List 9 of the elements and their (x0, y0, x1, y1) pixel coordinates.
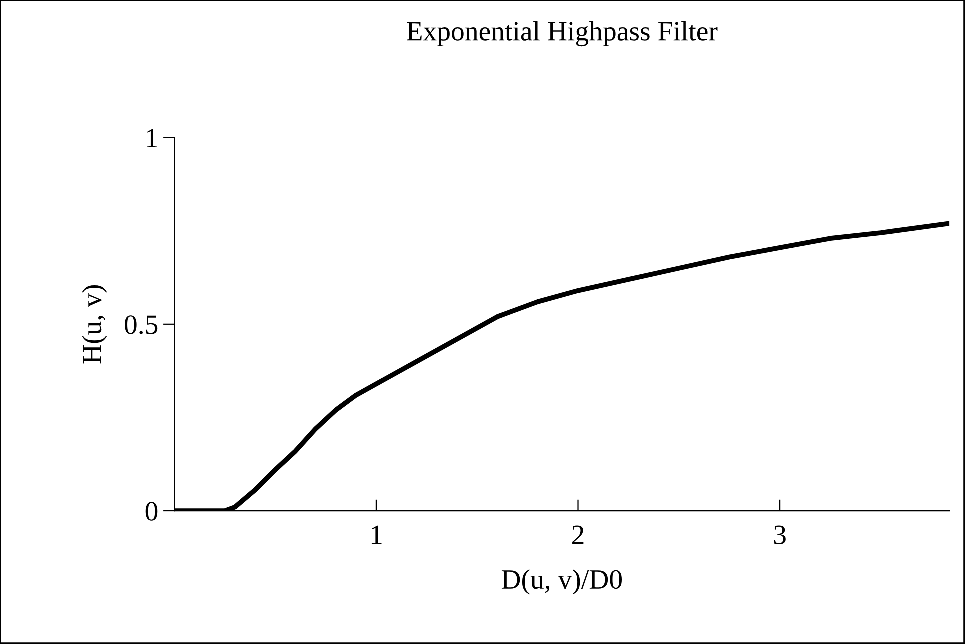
y-axis-title: H(u, v) (82, 286, 108, 364)
y-tick-label: 0 (146, 502, 158, 521)
x-tick-label: 3 (774, 526, 786, 544)
x-tick-label: 1 (372, 526, 382, 544)
y-tick-label: 0.5 (125, 316, 158, 334)
y-tick-label: 1 (147, 129, 158, 148)
x-tick-label: 2 (572, 526, 584, 544)
x-axis-title: D(u, v)/D0 (502, 570, 622, 595)
chart-title: Exponential Highpass Filter (407, 21, 718, 47)
